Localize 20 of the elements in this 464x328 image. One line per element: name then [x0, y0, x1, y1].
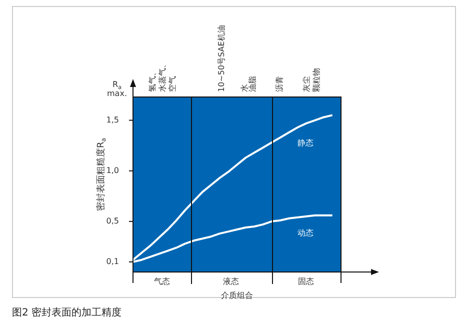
x-axis-title: 介质组合	[221, 291, 253, 300]
text: 沥青	[275, 76, 284, 92]
text: 氢气、	[148, 68, 158, 92]
y-tick-label: 1,0	[106, 166, 119, 175]
text: 颗粒物	[312, 68, 322, 92]
text: 气态	[154, 277, 170, 286]
y-tick-label: 1,5	[106, 115, 119, 124]
y-tick-label: 0,1	[106, 256, 119, 266]
series-label: 静态	[298, 138, 314, 148]
series-label: 动态	[298, 228, 314, 238]
text: 固态	[298, 277, 314, 286]
text: 液态	[223, 277, 239, 286]
text: 图2 密封表面的加工精度	[12, 306, 122, 319]
text: 10~50号SAE机油	[217, 25, 226, 92]
text: 油脂	[248, 76, 258, 92]
text: 水蒸气、	[158, 60, 168, 92]
text: 空气	[168, 76, 178, 92]
text: 水	[240, 84, 250, 92]
y-tick-label: 0,5	[106, 216, 119, 226]
text: 灰尘	[302, 76, 312, 92]
